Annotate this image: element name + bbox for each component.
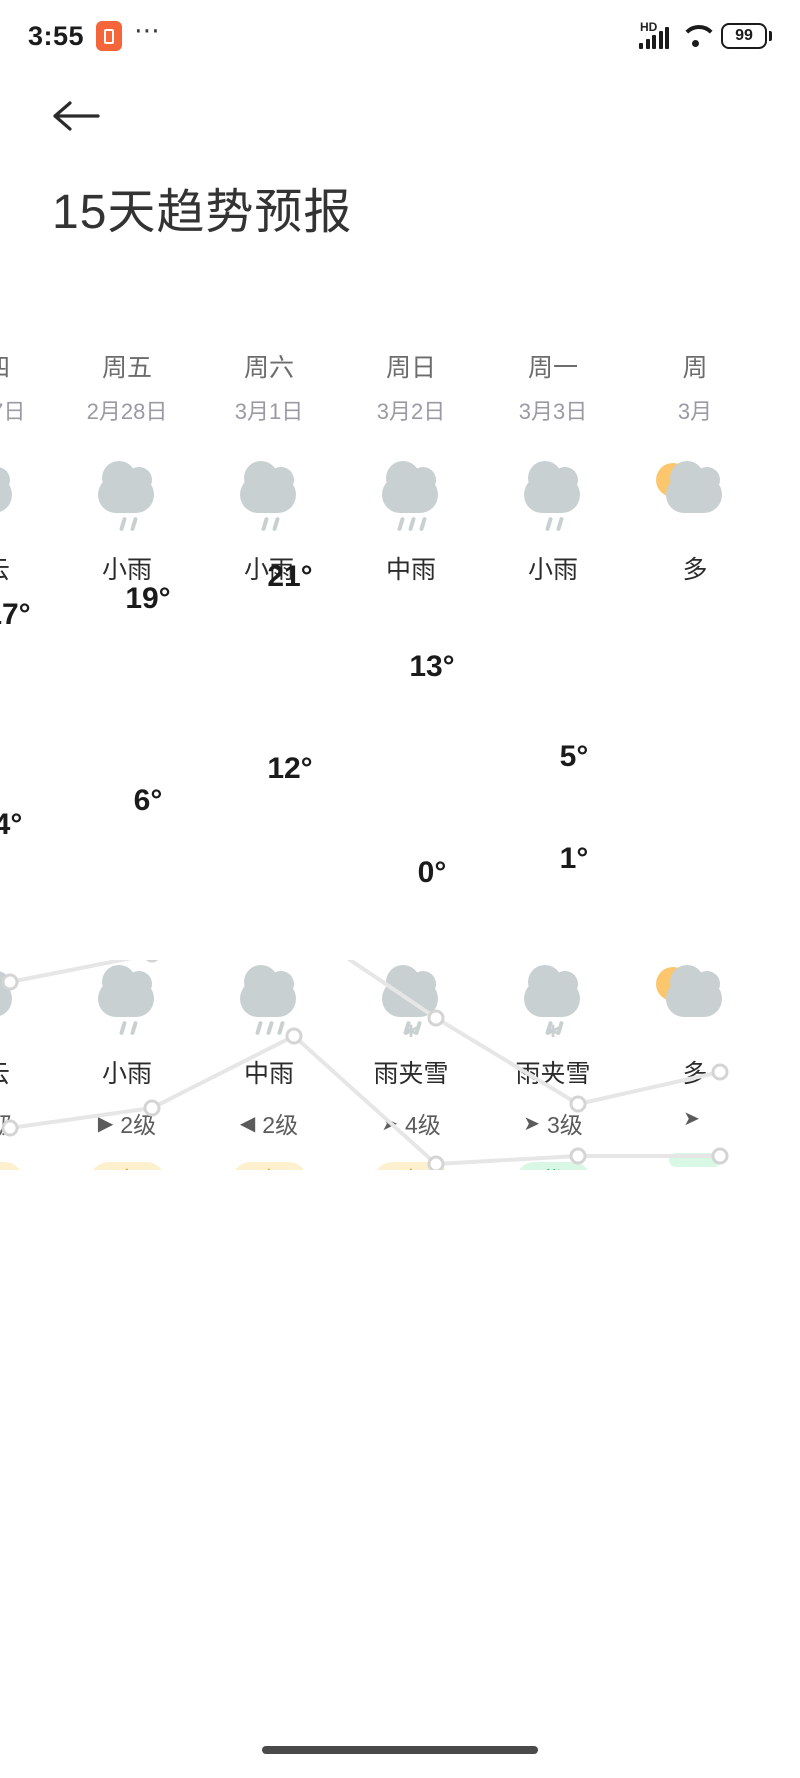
aqi-badge: 良: [89, 1162, 165, 1170]
overflow-dots-icon: ⋯: [134, 15, 163, 45]
night-weather-icon: [232, 956, 306, 1048]
low-temp-label: 0°: [417, 856, 447, 889]
wind-arrow-icon: ➤: [683, 1108, 700, 1130]
weekday-label: 周四: [0, 348, 10, 384]
status-time: 3:55: [28, 20, 85, 51]
low-temp-label: 4°: [0, 808, 23, 841]
aqi-badge: 良: [231, 1162, 307, 1170]
day-condition-label: 中雨: [385, 556, 436, 584]
weekday-label: 周一: [527, 354, 578, 382]
aqi-badge: 良: [0, 1162, 23, 1170]
app-icon: [96, 21, 123, 51]
low-temp-points: [1, 1027, 729, 1170]
day-weather-icon: [90, 452, 164, 544]
date-label: 3月3日: [518, 399, 588, 424]
day-condition-label: 小雨: [527, 556, 578, 584]
wifi-icon: [680, 25, 710, 47]
high-temp-label: 13°: [409, 650, 455, 683]
battery-icon: 99: [721, 23, 772, 49]
low-temp-line: [9, 1034, 720, 1166]
day-weather-icon: [656, 452, 732, 544]
date-label: 2月28日: [86, 399, 168, 424]
weekday-label: 周五: [101, 354, 152, 382]
night-weather-icon: ✱: [516, 956, 590, 1048]
night-weather-icon: [656, 956, 732, 1048]
wind-info: ◀ 2级: [240, 1106, 298, 1140]
day-condition-label: 多云: [0, 550, 10, 586]
aqi-badge: 良: [373, 1162, 449, 1170]
high-temp-line: [9, 960, 721, 1106]
night-block: 多 ➤: [624, 930, 766, 1167]
date-label: 3月2日: [376, 399, 446, 424]
day-weather-icon: [232, 452, 306, 544]
back-button[interactable]: [48, 88, 104, 144]
status-bar: 3:55 ⋯ HD 99: [0, 0, 800, 72]
night-condition-label: 雨夹雪: [373, 1060, 449, 1088]
page-title: 15天趋势预报: [52, 186, 353, 239]
night-condition-label: 中雨: [243, 1060, 294, 1088]
weekday-label: 周日: [385, 354, 436, 382]
home-indicator[interactable]: [262, 1746, 538, 1754]
forecast-day-column[interactable]: 周 3月 多 多 ➤: [624, 330, 766, 1170]
high-temp-label: 19°: [125, 582, 171, 615]
wind-info: ▶ 2级: [98, 1106, 156, 1140]
back-arrow-icon: [53, 101, 100, 131]
aqi-badge: 优: [515, 1162, 591, 1170]
forecast-day-column[interactable]: 周五 2月28日 小雨 小雨 ▶ 2级 良: [56, 330, 198, 1170]
wind-arrow-icon: ◀: [239, 1112, 256, 1135]
night-condition-label: 多云: [0, 1054, 10, 1090]
high-temp-label: 17°: [0, 598, 31, 631]
night-block: 小雨 ▶ 2级 良: [56, 930, 198, 1170]
wind-info: ➤ 3级: [523, 1106, 583, 1140]
wind-level-label: 2级: [120, 1112, 157, 1138]
wind-arrow-icon: ➤: [523, 1112, 540, 1135]
signal-bars-icon: [639, 27, 669, 49]
wind-arrow-icon: ▶: [97, 1112, 114, 1135]
status-bar-left: 3:55 ⋯: [28, 15, 163, 52]
wind-info: ➤: [683, 1106, 707, 1131]
hd-label: HD: [640, 20, 658, 34]
forecast-strip[interactable]: 周四 2月27日 多云 多云 ▶ 2级 良: [0, 330, 800, 1170]
wind-level-label: 3级: [546, 1112, 583, 1138]
forecast-day-column[interactable]: 周六 3月1日 小雨 中雨 ◀ 2级 良: [198, 330, 340, 1170]
date-label: 3月: [677, 399, 713, 424]
date-label: 2月27日: [0, 399, 26, 424]
low-temp-label: 12°: [267, 752, 313, 785]
night-block: 中雨 ◀ 2级 良: [198, 930, 340, 1170]
weekday-label: 周六: [243, 354, 294, 382]
low-temp-label: 6°: [133, 784, 163, 817]
high-temp-label: 5°: [559, 740, 589, 773]
day-condition-label: 小雨: [101, 556, 152, 584]
date-label: 3月1日: [234, 399, 304, 424]
high-temp-points: [1, 960, 729, 1113]
temperature-chart: [1, 960, 729, 1170]
high-temp-label: 21°: [267, 560, 313, 593]
day-condition-label: 小雨: [243, 556, 294, 584]
wind-level-label: 2级: [262, 1112, 299, 1138]
wind-level-label: 4级: [404, 1112, 441, 1138]
status-bar-right: HD 99: [639, 20, 772, 49]
day-weather-icon: [0, 452, 22, 544]
day-weather-icon: [374, 452, 448, 544]
day-weather-icon: [516, 452, 590, 544]
signal-icon: HD: [639, 20, 669, 49]
low-temp-label: 1°: [559, 842, 589, 875]
weekday-label: 周: [682, 354, 708, 382]
night-condition-label: 小雨: [101, 1060, 152, 1088]
battery-cap: [769, 31, 772, 41]
day-condition-label: 多: [682, 556, 708, 584]
night-weather-icon: [90, 956, 164, 1048]
battery-level: 99: [721, 23, 767, 49]
